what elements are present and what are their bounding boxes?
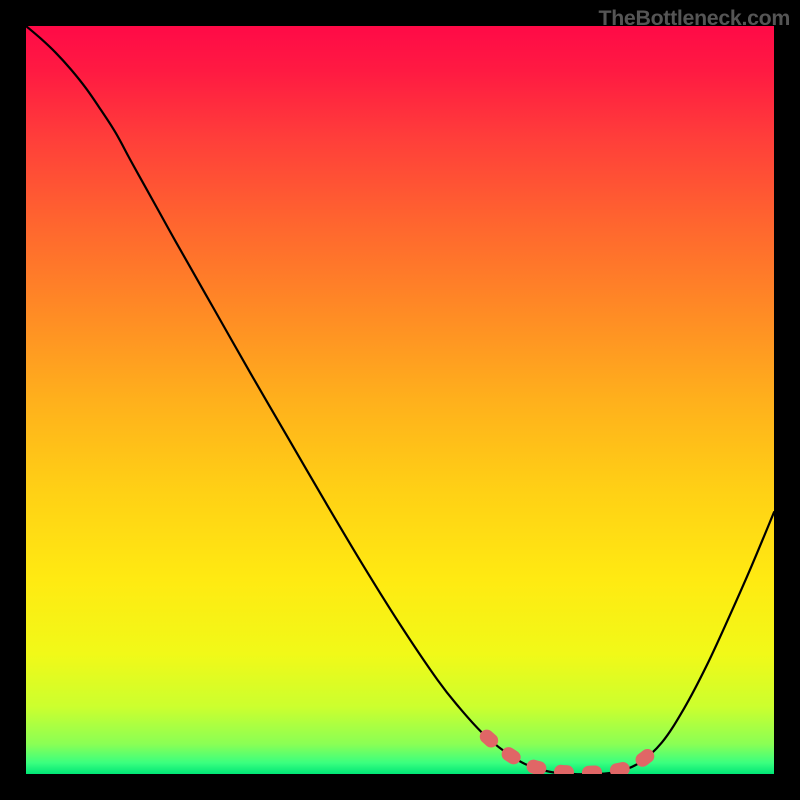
- chart-container: TheBottleneck.com: [0, 0, 800, 800]
- watermark-text: TheBottleneck.com: [599, 6, 791, 31]
- chart-svg: [26, 26, 774, 774]
- chart-area: [26, 26, 774, 774]
- gradient-background: [26, 26, 774, 774]
